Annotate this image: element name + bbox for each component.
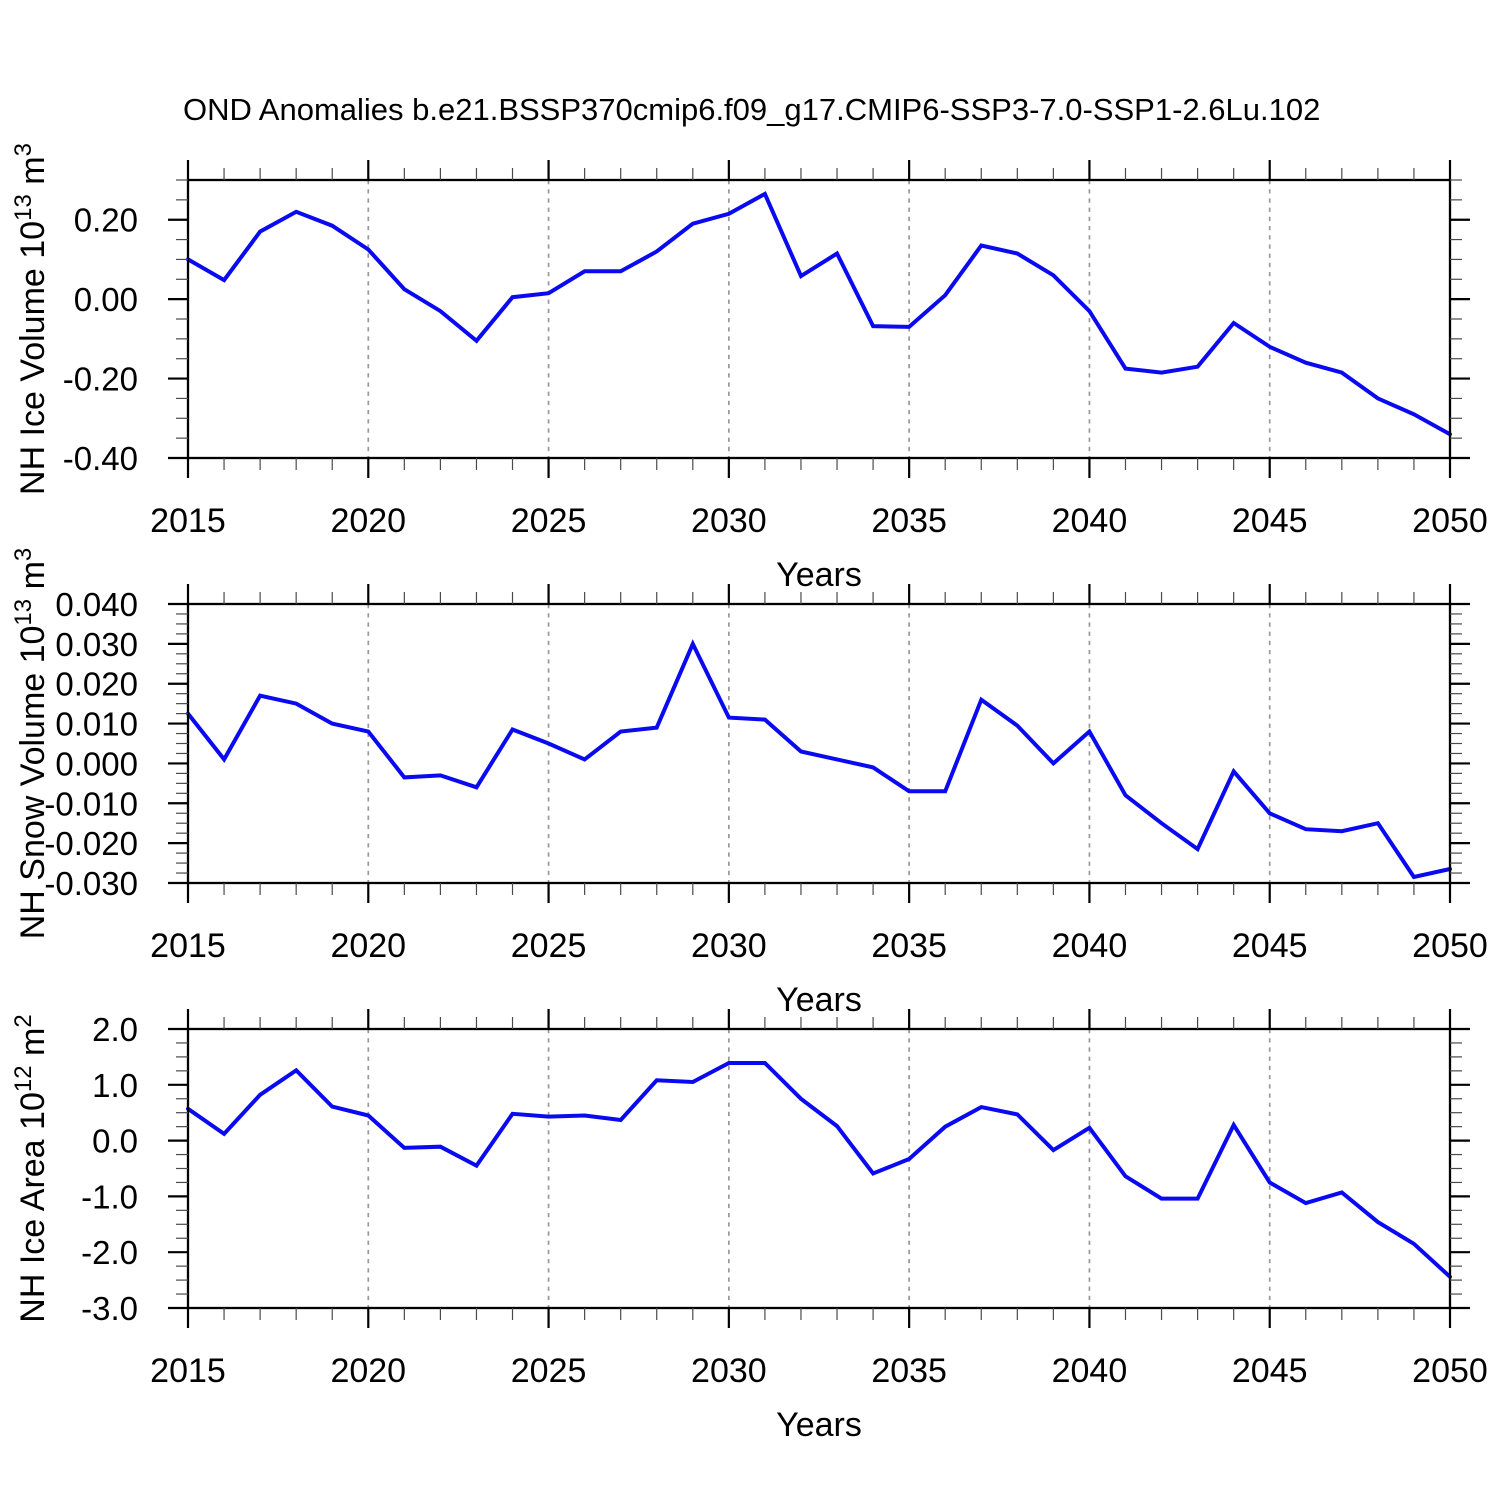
x-tick-label: 2040: [1052, 502, 1128, 540]
y-tick-label: 2.0: [92, 1011, 138, 1048]
x-tick-label: 2035: [871, 502, 947, 540]
x-tick-label: 2050: [1412, 927, 1488, 965]
x-tick-label: 2045: [1232, 502, 1308, 540]
y-tick-label: 0.000: [55, 745, 138, 782]
y-tick-label: 0.010: [55, 706, 138, 743]
y-tick-label: -0.010: [44, 785, 138, 822]
x-tick-label: 2050: [1412, 502, 1488, 540]
x-axis-title: Years: [776, 1406, 862, 1444]
y-tick-label: 1.0: [92, 1067, 138, 1104]
x-axis-title: Years: [776, 981, 862, 1019]
y-axis-title: NH Ice Area 1012 m2: [10, 1014, 52, 1322]
y-axis-title: NH Ice Volume 1013 m3: [10, 143, 52, 495]
x-tick-label: 2025: [511, 1352, 587, 1390]
y-tick-label: -2.0: [81, 1234, 138, 1271]
x-tick-label: 2040: [1052, 1352, 1128, 1390]
y-tick-label: 0.00: [74, 281, 138, 318]
x-tick-label: 2025: [511, 927, 587, 965]
panel-nh-ice-volume: 0.20 0.00 -0.20 -0.40 2015 2020 2025 2030 2035 20…: [10, 143, 1488, 594]
x-tick-label: 2040: [1052, 927, 1128, 965]
y-tick-label: -0.40: [63, 440, 138, 477]
y-tick-label: 0.030: [55, 626, 138, 663]
x-tick-label: 2030: [691, 502, 767, 540]
x-tick-label: 2030: [691, 1352, 767, 1390]
y-axis-title: NH Snow Volume 1013 m3: [10, 548, 52, 940]
y-tick-label: -3.0: [81, 1290, 138, 1327]
x-tick-label: 2020: [330, 502, 406, 540]
x-tick-label: 2025: [511, 502, 587, 540]
x-tick-label: 2020: [330, 1352, 406, 1390]
axis-frame: [186, 178, 1452, 460]
x-tick-label: 2015: [150, 1352, 226, 1390]
y-tick-label: -0.020: [44, 825, 138, 862]
nh-ice-volume-data-line: [186, 191, 1452, 437]
y-tick-label: -0.20: [63, 361, 138, 398]
chart-title: OND Anomalies b.e21.BSSP370cmip6.f09_g17…: [183, 92, 1321, 127]
x-tick-label: 2035: [871, 1352, 947, 1390]
x-tick-label: 2045: [1232, 1352, 1308, 1390]
x-tick-label: 2045: [1232, 927, 1308, 965]
panel-nh-snow-volume: 0.0400.0300.0200.0100.000-0.010-0.020-0.…: [10, 548, 1488, 1019]
y-tick-label: 0.0: [92, 1123, 138, 1160]
y-tick-label: -0.030: [44, 865, 138, 902]
x-tick-label: 2020: [330, 927, 406, 965]
panel-nh-ice-area: 2.0 1.0 0.0 -1.0 -2.0 -3.0 2015 2020 2025 2030 203…: [10, 1009, 1488, 1444]
x-tick-label: 2015: [150, 927, 226, 965]
nh-snow-volume-data-line: [186, 639, 1452, 880]
x-tick-label: 2050: [1412, 1352, 1488, 1390]
y-tick-label: 0.020: [55, 666, 138, 703]
x-tick-label: 2015: [150, 502, 226, 540]
x-axis-title: Years: [776, 556, 862, 594]
y-tick-label: 0.20: [74, 202, 138, 239]
y-tick-label: 0.040: [55, 586, 138, 623]
x-tick-label: 2030: [691, 927, 767, 965]
x-tick-label: 2035: [871, 927, 947, 965]
y-tick-label: -1.0: [81, 1178, 138, 1215]
nh-ice-area-data-line: [186, 1061, 1452, 1279]
